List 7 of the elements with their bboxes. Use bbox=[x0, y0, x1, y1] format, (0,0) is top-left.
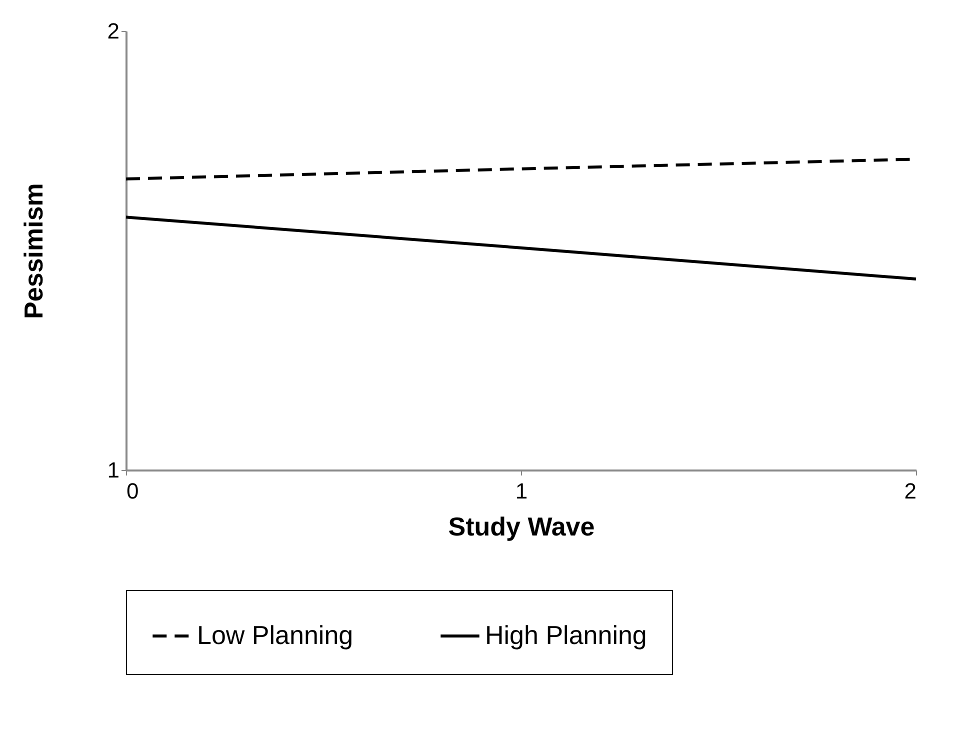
x-tick-label: 1 bbox=[515, 478, 528, 504]
x-axis-title: Study Wave bbox=[448, 512, 595, 542]
y-axis-title: Pessimism bbox=[18, 183, 48, 319]
legend-label: Low Planning bbox=[197, 620, 354, 650]
x-tick-label: 0 bbox=[126, 478, 139, 504]
legend-label: High Planning bbox=[485, 620, 647, 650]
x-tick-label: 2 bbox=[904, 478, 916, 504]
